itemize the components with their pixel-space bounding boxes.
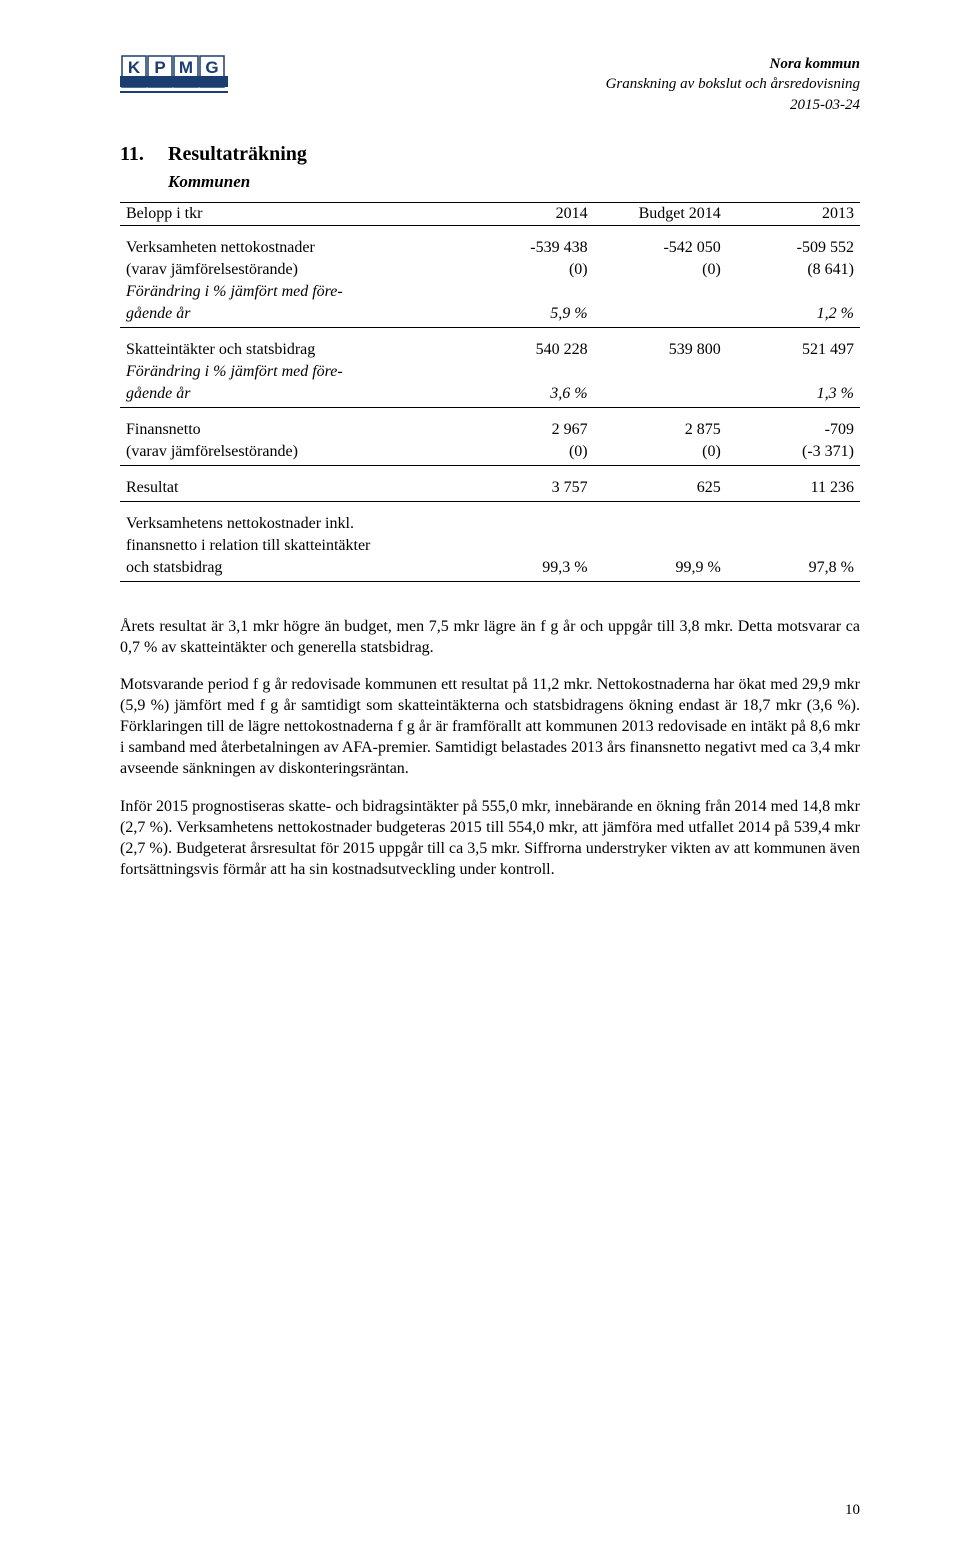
row-c3: (8 641) xyxy=(727,259,860,281)
row-label: gående år xyxy=(120,303,460,325)
row-c2 xyxy=(594,383,727,405)
row-label: Finansnetto xyxy=(120,419,460,441)
table-row: (varav jämförelsestörande)(0)(0)(-3 371) xyxy=(120,441,860,463)
svg-text:K: K xyxy=(128,58,141,77)
svg-text:G: G xyxy=(205,58,218,77)
row-label: gående år xyxy=(120,383,460,405)
row-c2: (0) xyxy=(594,259,727,281)
row-c1 xyxy=(460,361,593,383)
header-org: Nora kommun xyxy=(606,54,860,74)
row-c3: 1,3 % xyxy=(727,383,860,405)
row-c1: 540 228 xyxy=(460,339,593,361)
body-paragraph: Motsvarande period f g år redovisade kom… xyxy=(120,674,860,780)
row-c2 xyxy=(594,513,727,535)
row-c2: -542 050 xyxy=(594,237,727,259)
table-row: Förändring i % jämfört med före- xyxy=(120,361,860,383)
col-header-1: 2014 xyxy=(460,202,593,225)
svg-text:P: P xyxy=(154,58,165,77)
table-row: Finansnetto2 9672 875-709 xyxy=(120,419,860,441)
table-row: Förändring i % jämfört med före- xyxy=(120,281,860,303)
row-label: Resultat xyxy=(120,477,460,499)
row-c1: (0) xyxy=(460,441,593,463)
table-row: Verksamheten nettokostnader-539 438-542 … xyxy=(120,237,860,259)
row-label: Förändring i % jämfört med före- xyxy=(120,361,460,383)
table-header-row: Belopp i tkr 2014 Budget 2014 2013 xyxy=(120,202,860,225)
page-number: 10 xyxy=(845,1502,860,1519)
row-c2: (0) xyxy=(594,441,727,463)
page-header: K P M G Nora kommun Granskning av bokslu… xyxy=(120,54,860,115)
row-c2 xyxy=(594,281,727,303)
row-c1: 3,6 % xyxy=(460,383,593,405)
row-c3 xyxy=(727,361,860,383)
header-subtitle: Granskning av bokslut och årsredovisning xyxy=(606,74,860,94)
table-row: Resultat3 75762511 236 xyxy=(120,477,860,499)
kpmg-logo-svg: K P M G xyxy=(120,54,228,100)
page: K P M G Nora kommun Granskning av bokslu… xyxy=(0,0,960,1557)
row-label: (varav jämförelsestörande) xyxy=(120,259,460,281)
row-c3: (-3 371) xyxy=(727,441,860,463)
row-c1 xyxy=(460,535,593,557)
row-c2: 625 xyxy=(594,477,727,499)
row-c1: 99,3 % xyxy=(460,557,593,579)
row-label: Verksamhetens nettokostnader inkl. xyxy=(120,513,460,535)
section-subtitle: Kommunen xyxy=(120,172,860,192)
section-title: Resultaträkning xyxy=(168,143,307,165)
row-c1: 3 757 xyxy=(460,477,593,499)
row-label: Förändring i % jämfört med före- xyxy=(120,281,460,303)
row-label: (varav jämförelsestörande) xyxy=(120,441,460,463)
row-c2 xyxy=(594,303,727,325)
table-row: finansnetto i relation till skatteintäkt… xyxy=(120,535,860,557)
row-c3 xyxy=(727,513,860,535)
table-body: Verksamheten nettokostnader-539 438-542 … xyxy=(120,225,860,581)
table-row: Skatteintäkter och statsbidrag540 228539… xyxy=(120,339,860,361)
row-c3 xyxy=(727,535,860,557)
table-row: (varav jämförelsestörande)(0)(0)(8 641) xyxy=(120,259,860,281)
header-right: Nora kommun Granskning av bokslut och år… xyxy=(606,54,860,115)
row-c3: 11 236 xyxy=(727,477,860,499)
col-header-2: Budget 2014 xyxy=(594,202,727,225)
table-row: gående år3,6 % 1,3 % xyxy=(120,383,860,405)
col-header-3: 2013 xyxy=(727,202,860,225)
table-row: Verksamhetens nettokostnader inkl. xyxy=(120,513,860,535)
section-heading: 11.Resultaträkning xyxy=(120,143,860,166)
row-c2: 99,9 % xyxy=(594,557,727,579)
row-c2 xyxy=(594,535,727,557)
row-label: finansnetto i relation till skatteintäkt… xyxy=(120,535,460,557)
row-c3: 1,2 % xyxy=(727,303,860,325)
result-table: Belopp i tkr 2014 Budget 2014 2013 Verks… xyxy=(120,202,860,582)
row-c3 xyxy=(727,281,860,303)
row-label: och statsbidrag xyxy=(120,557,460,579)
row-c1: 2 967 xyxy=(460,419,593,441)
col-header-0: Belopp i tkr xyxy=(120,202,460,225)
row-c1 xyxy=(460,281,593,303)
svg-text:M: M xyxy=(179,58,193,77)
body-text: Årets resultat är 3,1 mkr högre än budge… xyxy=(120,596,860,880)
row-c1 xyxy=(460,513,593,535)
row-c1: (0) xyxy=(460,259,593,281)
table-row: gående år5,9 % 1,2 % xyxy=(120,303,860,325)
body-paragraph: Inför 2015 prognostiseras skatte- och bi… xyxy=(120,796,860,880)
row-c1: 5,9 % xyxy=(460,303,593,325)
kpmg-logo: K P M G xyxy=(120,54,228,105)
row-c3: 97,8 % xyxy=(727,557,860,579)
header-date: 2015-03-24 xyxy=(606,95,860,115)
body-paragraph: Årets resultat är 3,1 mkr högre än budge… xyxy=(120,616,860,658)
row-label: Verksamheten nettokostnader xyxy=(120,237,460,259)
row-c2 xyxy=(594,361,727,383)
row-c3: 521 497 xyxy=(727,339,860,361)
row-c3: -509 552 xyxy=(727,237,860,259)
row-c2: 2 875 xyxy=(594,419,727,441)
row-c3: -709 xyxy=(727,419,860,441)
row-label: Skatteintäkter och statsbidrag xyxy=(120,339,460,361)
table-row: och statsbidrag99,3 %99,9 %97,8 % xyxy=(120,557,860,579)
row-c2: 539 800 xyxy=(594,339,727,361)
row-c1: -539 438 xyxy=(460,237,593,259)
section-number: 11. xyxy=(120,143,168,166)
